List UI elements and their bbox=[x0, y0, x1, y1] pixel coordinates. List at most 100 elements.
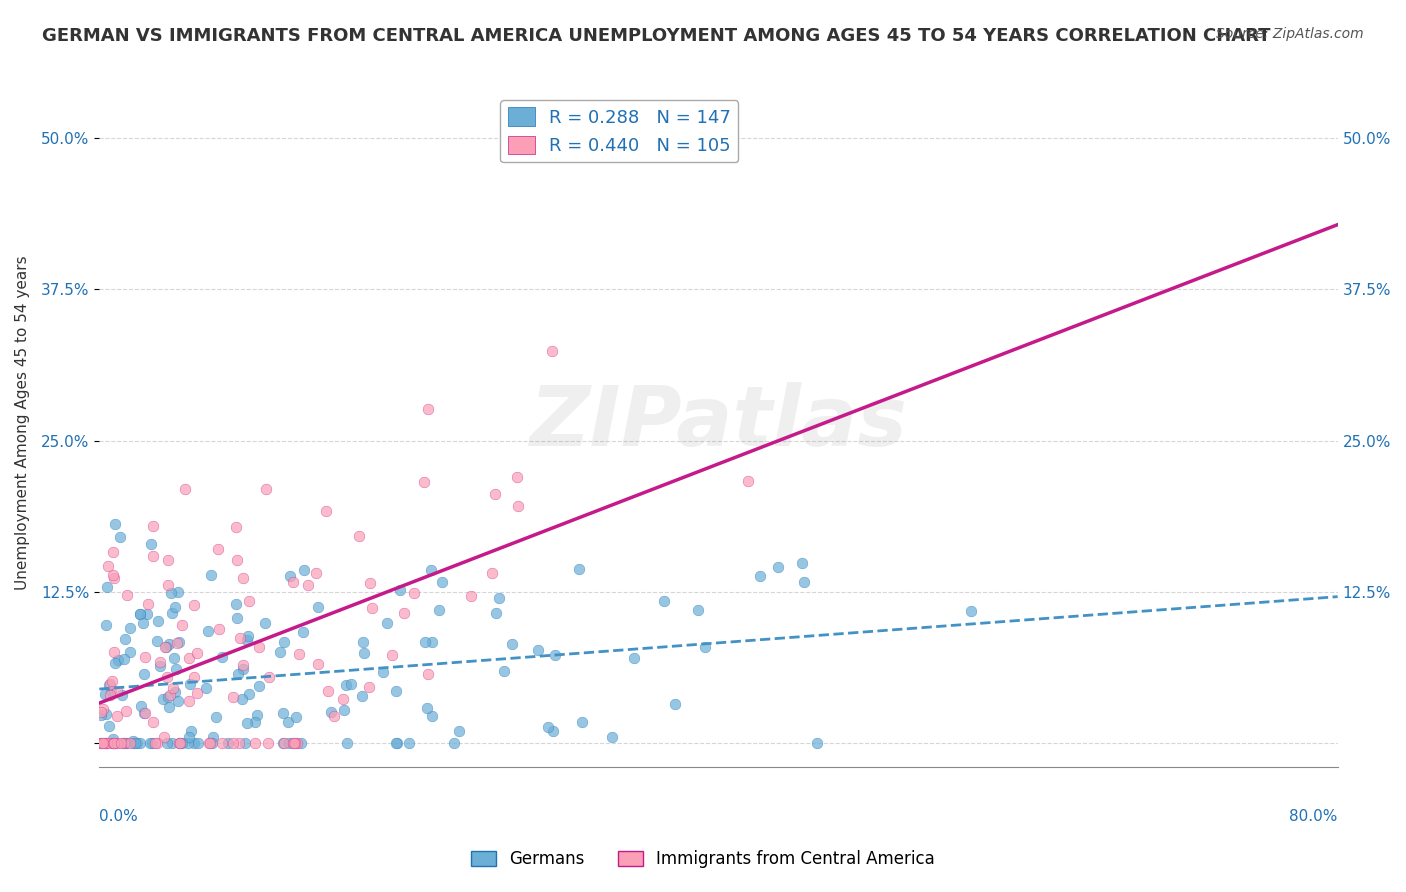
Germans bbox=[231, 692, 253, 706]
Germans bbox=[205, 710, 228, 724]
Germans bbox=[157, 700, 180, 714]
Immigrants from Central America bbox=[142, 715, 165, 730]
Immigrants from Central America bbox=[172, 618, 194, 632]
Immigrants from Central America bbox=[146, 736, 169, 750]
Germans bbox=[194, 681, 217, 695]
Immigrants from Central America bbox=[142, 519, 165, 533]
Immigrants from Central America bbox=[460, 589, 482, 603]
Text: GERMAN VS IMMIGRANTS FROM CENTRAL AMERICA UNEMPLOYMENT AMONG AGES 45 TO 54 YEARS: GERMAN VS IMMIGRANTS FROM CENTRAL AMERIC… bbox=[42, 27, 1271, 45]
Germans bbox=[93, 736, 115, 750]
Germans bbox=[157, 690, 180, 704]
Immigrants from Central America bbox=[153, 640, 176, 655]
Immigrants from Central America bbox=[156, 553, 179, 567]
Immigrants from Central America bbox=[101, 568, 124, 582]
Germans bbox=[398, 736, 420, 750]
Germans bbox=[292, 563, 315, 577]
Germans bbox=[162, 736, 184, 750]
Germans bbox=[129, 607, 152, 622]
Germans bbox=[571, 714, 593, 729]
Text: ZIPatlas: ZIPatlas bbox=[530, 382, 907, 463]
Germans bbox=[335, 678, 357, 692]
Germans bbox=[284, 710, 307, 724]
Immigrants from Central America bbox=[208, 623, 231, 637]
Germans bbox=[447, 724, 470, 739]
Germans bbox=[183, 736, 205, 750]
Germans bbox=[236, 633, 259, 648]
Immigrants from Central America bbox=[281, 575, 304, 590]
Germans bbox=[960, 604, 983, 618]
Germans bbox=[104, 736, 127, 750]
Germans bbox=[136, 607, 159, 622]
Immigrants from Central America bbox=[91, 736, 114, 750]
Immigrants from Central America bbox=[105, 736, 128, 750]
Immigrants from Central America bbox=[169, 736, 191, 750]
Immigrants from Central America bbox=[288, 647, 311, 661]
Germans bbox=[197, 624, 219, 638]
Germans bbox=[141, 736, 163, 750]
Germans bbox=[602, 730, 624, 744]
Germans bbox=[101, 736, 124, 750]
Germans bbox=[792, 557, 814, 571]
Germans bbox=[179, 676, 201, 690]
Immigrants from Central America bbox=[90, 706, 112, 720]
Germans bbox=[419, 563, 441, 577]
Immigrants from Central America bbox=[347, 529, 370, 543]
Germans bbox=[172, 736, 194, 750]
Text: Source: ZipAtlas.com: Source: ZipAtlas.com bbox=[1216, 27, 1364, 41]
Germans bbox=[134, 666, 156, 681]
Immigrants from Central America bbox=[232, 571, 254, 585]
Germans bbox=[254, 615, 277, 630]
Germans bbox=[664, 698, 686, 712]
Y-axis label: Unemployment Among Ages 45 to 54 years: Unemployment Among Ages 45 to 54 years bbox=[15, 255, 30, 590]
Germans bbox=[806, 736, 828, 750]
Germans bbox=[167, 634, 190, 648]
Germans bbox=[155, 640, 177, 655]
Germans bbox=[129, 736, 152, 750]
Immigrants from Central America bbox=[186, 646, 208, 660]
Germans bbox=[157, 637, 180, 651]
Germans bbox=[385, 684, 408, 698]
Text: 0.0%: 0.0% bbox=[100, 809, 138, 823]
Germans bbox=[128, 607, 150, 621]
Germans bbox=[501, 637, 523, 651]
Germans bbox=[385, 736, 408, 750]
Germans bbox=[766, 559, 789, 574]
Germans bbox=[623, 651, 645, 665]
Germans bbox=[118, 621, 141, 635]
Germans bbox=[146, 614, 169, 628]
Immigrants from Central America bbox=[226, 552, 249, 566]
Immigrants from Central America bbox=[392, 606, 415, 620]
Germans bbox=[149, 659, 172, 673]
Germans bbox=[122, 736, 145, 750]
Legend: Germans, Immigrants from Central America: Germans, Immigrants from Central America bbox=[464, 844, 942, 875]
Germans bbox=[352, 689, 374, 703]
Immigrants from Central America bbox=[90, 736, 112, 750]
Germans bbox=[271, 736, 294, 750]
Immigrants from Central America bbox=[357, 680, 380, 694]
Germans bbox=[277, 714, 299, 729]
Germans bbox=[141, 537, 163, 551]
Germans bbox=[104, 656, 127, 670]
Immigrants from Central America bbox=[332, 692, 354, 706]
Germans bbox=[101, 732, 124, 747]
Immigrants from Central America bbox=[156, 578, 179, 592]
Germans bbox=[177, 731, 200, 745]
Germans bbox=[177, 736, 200, 750]
Germans bbox=[488, 591, 510, 605]
Germans bbox=[132, 706, 155, 721]
Germans bbox=[112, 652, 135, 666]
Immigrants from Central America bbox=[222, 736, 245, 750]
Immigrants from Central America bbox=[323, 709, 346, 723]
Germans bbox=[165, 600, 187, 615]
Germans bbox=[200, 736, 222, 750]
Germans bbox=[278, 568, 301, 582]
Immigrants from Central America bbox=[103, 645, 125, 659]
Germans bbox=[246, 707, 269, 722]
Immigrants from Central America bbox=[166, 636, 188, 650]
Immigrants from Central America bbox=[256, 736, 278, 750]
Immigrants from Central America bbox=[167, 736, 190, 750]
Germans bbox=[96, 617, 118, 632]
Immigrants from Central America bbox=[142, 549, 165, 563]
Germans bbox=[139, 736, 162, 750]
Immigrants from Central America bbox=[198, 736, 221, 750]
